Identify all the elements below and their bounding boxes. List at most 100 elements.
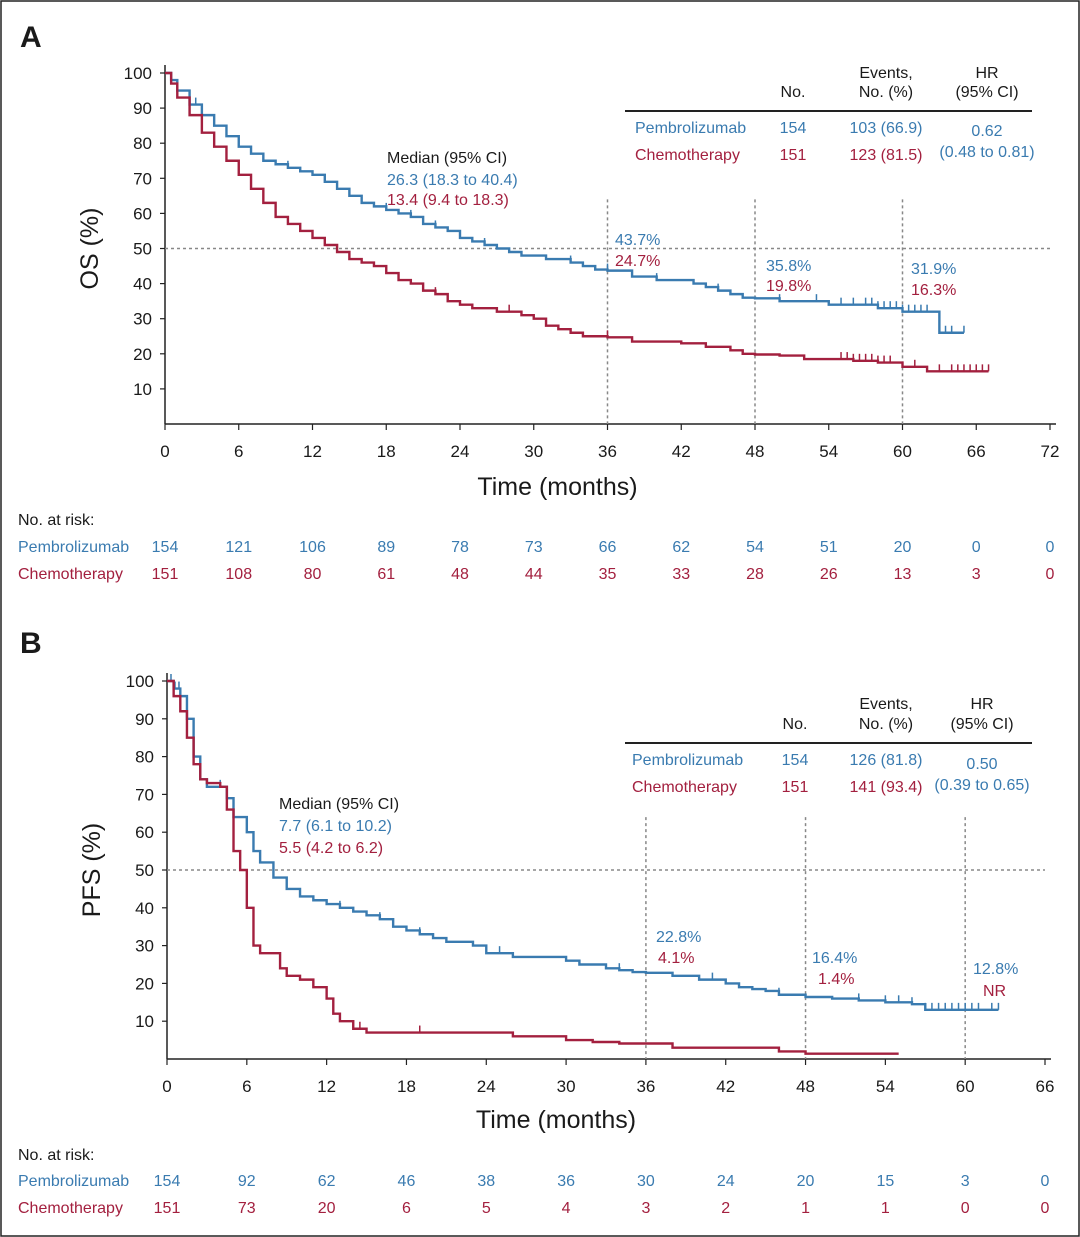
at-risk-count: 5 [482,1200,491,1217]
y-tick-label: 10 [133,380,152,399]
at-risk-count: 24 [717,1173,735,1190]
at-risk-count: 36 [557,1173,575,1190]
at-risk-count: 1 [801,1200,810,1217]
y-tick-label: 50 [133,240,152,259]
table-header-hr: HR [970,696,993,713]
table-header-hr-ci: (95% CI) [955,84,1018,101]
y-axis-title: OS (%) [76,208,104,290]
at-risk-count: 0 [972,539,981,556]
table-hr-ci-value: (0.39 to 0.65) [934,777,1029,794]
landmark-pembrolizumab-percent: 16.4% [812,950,857,967]
y-tick-label: 30 [135,937,154,956]
table-hr-ci-value: (0.48 to 0.81) [939,144,1034,161]
at-risk-count: 62 [672,539,690,556]
landmark-pembrolizumab-percent: 22.8% [656,929,701,946]
at-risk-count: 26 [820,566,838,583]
x-tick-label: 54 [876,1077,895,1096]
table-events-value: 126 (81.8) [850,752,923,769]
x-tick-label: 48 [746,442,765,461]
y-tick-label: 30 [133,310,152,329]
x-tick-label: 24 [451,442,470,461]
x-tick-label: 36 [636,1077,655,1096]
landmark-pembrolizumab-percent: 31.9% [911,261,956,278]
y-tick-label: 100 [126,672,154,691]
at-risk-count: 13 [894,566,912,583]
median-chemotherapy: 13.4 (9.4 to 18.3) [387,192,509,209]
landmark-pembrolizumab-percent: 12.8% [973,961,1018,978]
at-risk-count: 89 [377,539,395,556]
at-risk-header: No. at risk: [18,1147,94,1164]
at-risk-count: 4 [562,1200,571,1217]
at-risk-count: 154 [154,1173,181,1190]
x-tick-label: 0 [162,1077,171,1096]
table-header-events: Events, [859,65,912,82]
x-tick-label: 36 [598,442,617,461]
at-risk-count: 30 [637,1173,655,1190]
table-header-no: No. [781,84,806,101]
landmark-pembrolizumab-percent: 43.7% [615,232,660,249]
at-risk-count: 61 [377,566,395,583]
x-tick-label: 30 [557,1077,576,1096]
x-tick-label: 18 [377,442,396,461]
x-tick-label: 72 [1041,442,1060,461]
y-tick-label: 40 [133,275,152,294]
at-risk-count: 62 [318,1173,336,1190]
at-risk-count: 78 [451,539,469,556]
table-arm-label: Pembrolizumab [635,120,746,137]
at-risk-count: 0 [961,1200,970,1217]
at-risk-count: 108 [225,566,252,583]
y-tick-label: 90 [135,710,154,729]
at-risk-count: 6 [402,1200,411,1217]
table-arm-label: Chemotherapy [635,147,740,164]
x-tick-label: 18 [397,1077,416,1096]
y-tick-label: 80 [133,134,152,153]
at-risk-arm-label: Chemotherapy [18,1200,123,1217]
x-tick-label: 6 [234,442,243,461]
at-risk-count: 51 [820,539,838,556]
y-tick-label: 40 [135,899,154,918]
y-tick-label: 70 [135,785,154,804]
table-arm-label: Pembrolizumab [632,752,743,769]
survival-curve-chemotherapy [167,679,899,1055]
table-events-value: 103 (66.9) [850,120,923,137]
at-risk-count: 0 [1041,1173,1050,1190]
table-no-value: 151 [780,147,807,164]
x-tick-label: 60 [893,442,912,461]
table-hr-value: 0.50 [966,756,997,773]
at-risk-count: 0 [1046,566,1055,583]
at-risk-count: 92 [238,1173,256,1190]
at-risk-count: 3 [641,1200,650,1217]
x-axis-title: Time (months) [476,1106,636,1134]
panel-label: A [20,21,42,54]
x-tick-label: 42 [672,442,691,461]
y-tick-label: 60 [133,204,152,223]
landmark-chemotherapy-percent: NR [983,983,1006,1000]
median-header: Median (95% CI) [387,150,507,167]
y-tick-label: 100 [124,64,152,83]
at-risk-count: 28 [746,566,764,583]
landmark-chemotherapy-percent: 1.4% [818,971,854,988]
x-tick-label: 0 [160,442,169,461]
median-header: Median (95% CI) [279,796,399,813]
at-risk-count: 15 [876,1173,894,1190]
at-risk-count: 106 [299,539,326,556]
landmark-chemotherapy-percent: 4.1% [658,950,694,967]
at-risk-arm-label: Chemotherapy [18,566,123,583]
table-arm-label: Chemotherapy [632,779,737,796]
x-tick-label: 12 [303,442,322,461]
at-risk-count: 0 [1041,1200,1050,1217]
table-no-value: 151 [782,779,809,796]
median-pembrolizumab: 26.3 (18.3 to 40.4) [387,172,518,189]
x-tick-label: 66 [1036,1077,1055,1096]
at-risk-arm-label: Pembrolizumab [18,1173,129,1190]
x-tick-label: 60 [956,1077,975,1096]
median-chemotherapy: 5.5 (4.2 to 6.2) [279,840,383,857]
at-risk-count: 2 [721,1200,730,1217]
at-risk-count: 73 [525,539,543,556]
landmark-chemotherapy-percent: 24.7% [615,253,660,270]
at-risk-count: 3 [961,1173,970,1190]
at-risk-count: 20 [797,1173,815,1190]
y-tick-label: 20 [135,974,154,993]
